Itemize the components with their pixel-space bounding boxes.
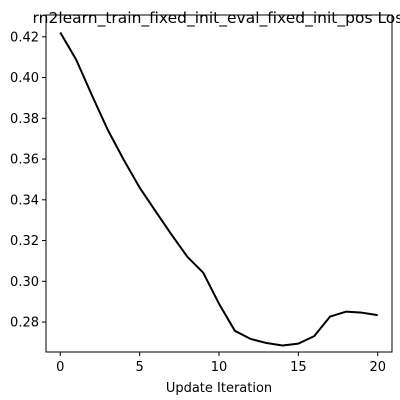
x-tick-label: 15: [290, 360, 307, 375]
y-tick-label: 0.38: [10, 112, 39, 127]
x-tick-label: 0: [56, 360, 64, 375]
y-axis-ticks: 0.28 0.30 0.32 0.34 0.36 0.38 0.40 0.42: [10, 30, 46, 331]
plot-series-group: [59, 32, 378, 347]
y-tick-label: 0.42: [10, 30, 39, 45]
y-tick-label: 0.30: [10, 275, 39, 290]
y-tick-label: 0.34: [10, 193, 39, 208]
y-tick-label: 0.28: [10, 316, 39, 331]
x-axis-label: Update Iteration: [166, 381, 272, 396]
x-tick-label: 20: [369, 360, 386, 375]
y-tick-label: 0.40: [10, 71, 39, 86]
x-tick-label: 10: [211, 360, 228, 375]
y-tick-label: 0.32: [10, 234, 39, 249]
chart-title: rn2learn_train_fixed_init_eval_fixed_ini…: [33, 9, 400, 28]
x-axis-ticks: 0 5 10 15 20: [56, 352, 386, 375]
series-line-0: [59, 32, 378, 347]
y-tick-label: 0.36: [10, 153, 39, 168]
x-tick-label: 5: [136, 360, 144, 375]
